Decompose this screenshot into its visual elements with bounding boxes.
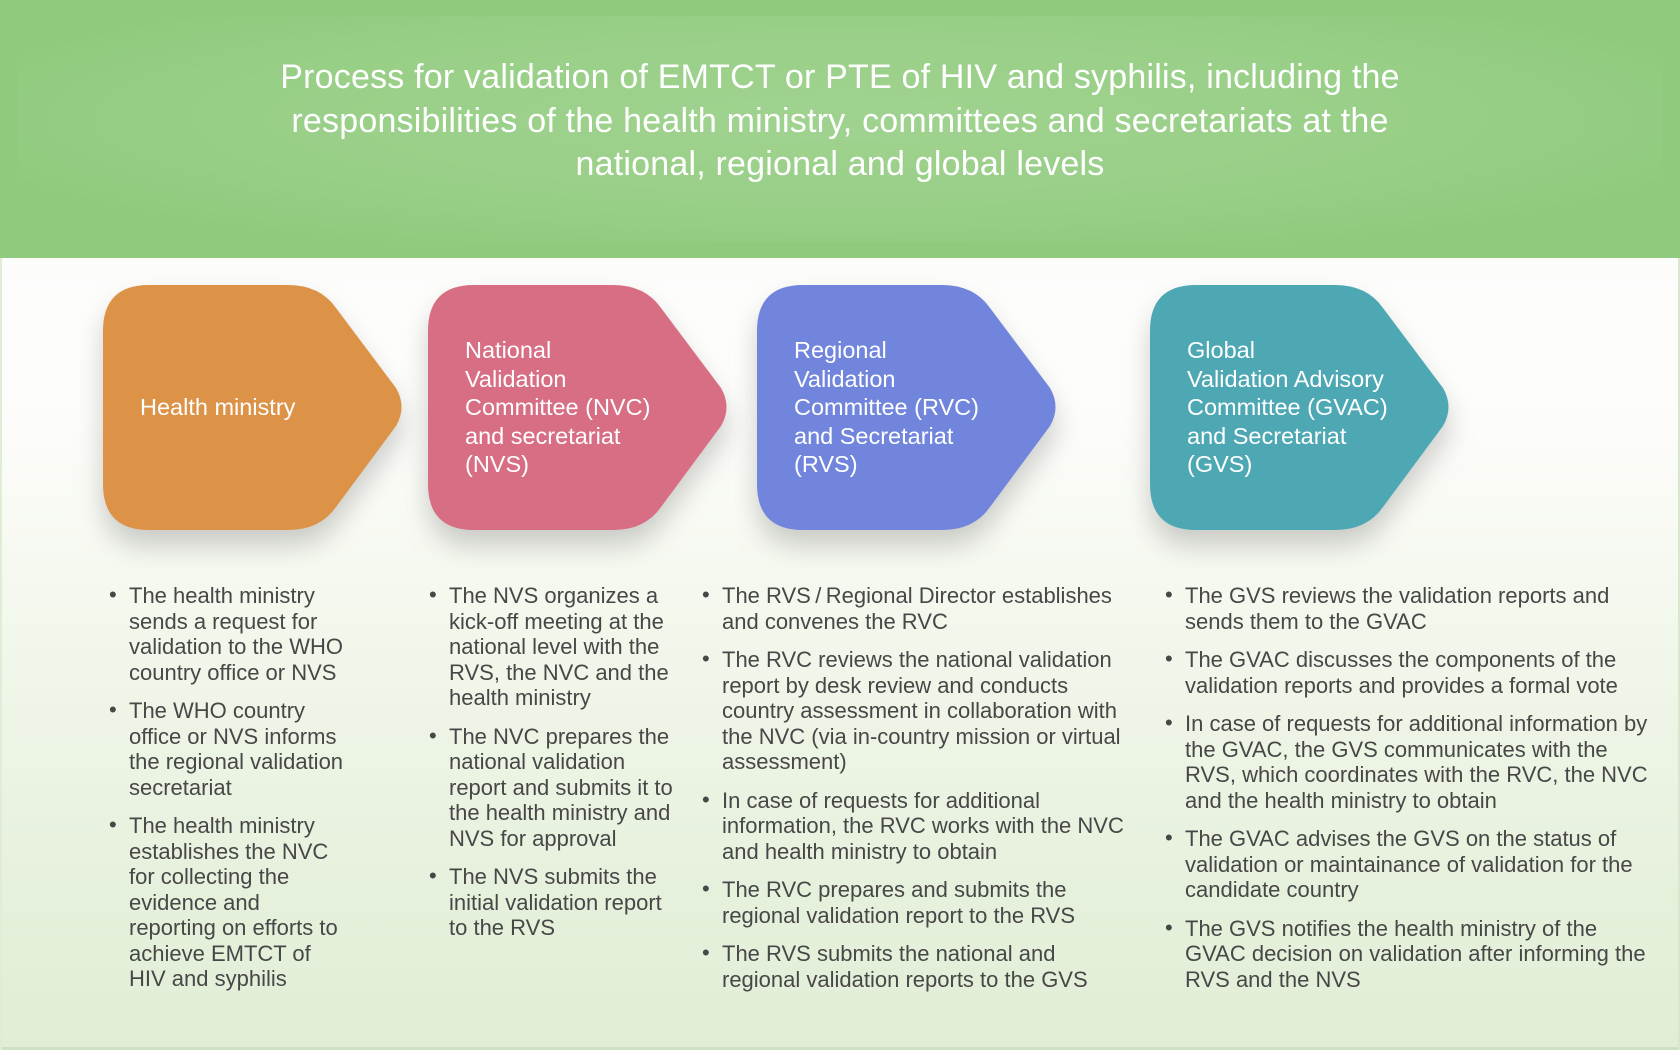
shape-health-ministry: Health ministry: [103, 285, 408, 530]
list-item: The NVS submits the initial validation r…: [427, 863, 675, 941]
chevron-arrow-icon: [428, 285, 727, 530]
shape-label-health-ministry: Health ministry: [140, 394, 296, 421]
page-title-line-3: national, regional and global levels: [575, 145, 1105, 184]
shape-rvc-rvs: Regional Validation Committee (RVC) and …: [757, 285, 1062, 530]
list-item: The NVC prepares the national validation…: [427, 723, 675, 852]
shape-label-rvc-rvs: Regional Validation Committee (RVC) and …: [794, 336, 979, 478]
list-item: The GVS notifies the health ministry of …: [1163, 915, 1653, 993]
list-item: The GVAC discusses the components of the…: [1163, 646, 1653, 698]
list-item: The GVS reviews the validation reports a…: [1163, 582, 1653, 634]
banner-inner-glow: [18, 16, 1662, 242]
list-item: The health ministry sends a request for …: [107, 582, 347, 685]
list-item: The RVS / Regional Director establishes …: [700, 582, 1124, 634]
title-banner: Process for validation of EMTCT or PTE o…: [0, 0, 1680, 258]
bullet-list-gvac-gvs: The GVS reviews the validation reports a…: [1163, 582, 1653, 1005]
list-item: In case of requests for additional infor…: [700, 787, 1124, 865]
list-item: The GVAC advises the GVS on the status o…: [1163, 825, 1653, 903]
shape-label-nvc-nvs: National Validation Committee (NVC) and …: [465, 336, 651, 478]
chevron-arrow-icon: [1150, 285, 1449, 530]
list-item: The NVS organizes a kick-off meeting at …: [427, 582, 675, 711]
bullet-list-health-ministry: The health ministry sends a request for …: [107, 582, 347, 1005]
page-title-line-1: Process for validation of EMTCT or PTE o…: [280, 58, 1400, 96]
list-item: The RVC reviews the national validation …: [700, 646, 1124, 775]
chevron-arrow-icon: [103, 285, 402, 530]
page-title-line-2: responsibilities of the health ministry,…: [291, 101, 1389, 140]
list-item: In case of requests for additional infor…: [1163, 710, 1653, 813]
shape-label-gvac-gvs: Global Validation Advisory Committee (GV…: [1187, 336, 1388, 478]
list-item: The health ministry establishes the NVC …: [107, 812, 347, 992]
bullet-list-rvc-rvs: The RVS / Regional Director establishes …: [700, 582, 1124, 1005]
page-title: Process for validation of EMTCT or PTE o…: [0, 56, 1680, 187]
list-item: The WHO country office or NVS informs th…: [107, 697, 347, 800]
list-item: The RVS submits the national and regiona…: [700, 940, 1124, 992]
shape-nvc-nvs: National Validation Committee (NVC) and …: [428, 285, 733, 530]
chevron-arrow-icon: [757, 285, 1056, 530]
bullet-list-nvc-nvs: The NVS organizes a kick-off meeting at …: [427, 582, 675, 954]
shape-gvac-gvs: Global Validation Advisory Committee (GV…: [1150, 285, 1455, 530]
list-item: The RVC prepares and submits the regiona…: [700, 876, 1124, 928]
